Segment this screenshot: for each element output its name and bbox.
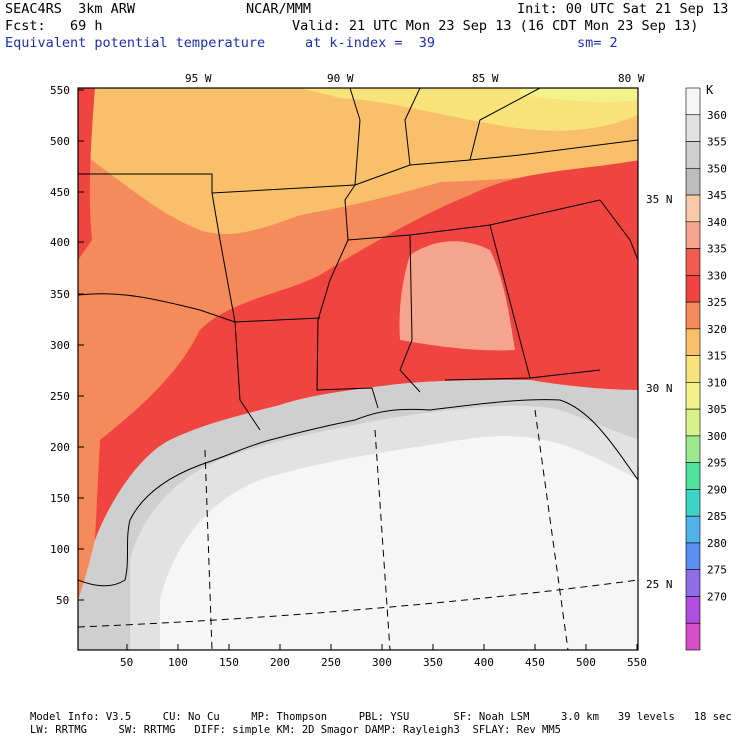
colorbar-label: 345	[707, 189, 727, 202]
smoothing-label: sm= 2	[577, 35, 618, 51]
model-info-line1: Model Info: V3.5 CU: No Cu MP: Thompson …	[30, 711, 732, 723]
colorbar-label: 355	[707, 136, 727, 149]
colorbar-swatch	[685, 462, 701, 490]
colorbar-swatch	[685, 515, 701, 544]
colorbar-label: 280	[707, 537, 727, 550]
colorbar-swatch	[685, 141, 701, 169]
y-tick-label: 300	[50, 339, 70, 352]
colorbar-swatch	[685, 596, 701, 624]
colorbar-swatch	[685, 542, 701, 571]
colorbar-label: 270	[707, 590, 727, 603]
colorbar: 360 355 350 345 340 335 330 325 320 315 310 305 300 2…	[685, 87, 727, 651]
y-tick-label: 400	[50, 236, 70, 249]
colorbar-swatch	[685, 408, 701, 437]
colorbar-unit: K	[706, 83, 714, 97]
colorbar-swatch	[685, 248, 701, 276]
colorbar-swatch	[685, 355, 701, 383]
colorbar-label: 360	[707, 109, 727, 122]
colorbar-swatch	[685, 435, 701, 463]
x-tick-label: 200	[270, 656, 290, 669]
model-info-line2: LW: RRTMG SW: RRTMG DIFF: simple KM: 2D …	[30, 724, 562, 736]
lon-label: 90 W	[327, 72, 354, 85]
colorbar-label: 335	[707, 243, 727, 256]
colorbar-label: 285	[707, 510, 727, 523]
colorbar-label: 300	[707, 430, 727, 443]
theta-e-field	[78, 88, 638, 650]
colorbar-label: 340	[707, 216, 727, 229]
colorbar-label: 350	[707, 162, 727, 175]
colorbar-label: 315	[707, 350, 727, 363]
x-tick-label: 100	[168, 656, 188, 669]
y-tick-label: 350	[50, 288, 70, 301]
axis-ticks	[78, 89, 638, 650]
level-label: at k-index = 39	[305, 35, 436, 51]
x-tick-label: 350	[423, 656, 443, 669]
colorbar-swatch	[685, 194, 701, 223]
colorbar-swatch	[685, 328, 701, 356]
init-label: Init: 00 UTC Sat 21 Sep 13	[517, 1, 729, 17]
x-tick-label: 250	[321, 656, 341, 669]
lon-label: 85 W	[472, 72, 499, 85]
y-tick-label: 450	[50, 186, 70, 199]
lat-label: 30 N	[646, 382, 673, 395]
forecast-hour: Fcst: 69 h	[5, 18, 103, 34]
colorbar-swatch	[685, 167, 701, 196]
x-tick-label: 300	[372, 656, 392, 669]
valid-time: Valid: 21 UTC Mon 23 Sep 13 (16 CDT Mon …	[292, 18, 699, 34]
lat-label: 35 N	[646, 193, 673, 206]
colorbar-swatch	[685, 622, 701, 651]
y-tick-label: 200	[50, 441, 70, 454]
colorbar-label: 320	[707, 323, 727, 336]
colorbar-swatch	[685, 489, 701, 517]
model-label: SEAC4RS 3km ARW	[5, 1, 136, 17]
map-frame	[77, 87, 639, 651]
lon-label: 80 W	[618, 72, 645, 85]
x-tick-label: 500	[576, 656, 596, 669]
colorbar-label: 295	[707, 457, 727, 470]
lon-label: 95 W	[185, 72, 212, 85]
colorbar-label: 310	[707, 376, 727, 389]
field-name: Equivalent potential temperature	[5, 35, 266, 51]
y-tick-label: 550	[50, 84, 70, 97]
x-tick-label: 150	[219, 656, 239, 669]
y-tick-label: 500	[50, 135, 70, 148]
colorbar-swatch	[685, 87, 701, 116]
x-tick-label: 50	[120, 656, 134, 669]
x-tick-label: 550	[627, 656, 647, 669]
x-tick-label: 450	[525, 656, 545, 669]
x-tick-label: 400	[474, 656, 494, 669]
colorbar-swatch	[685, 114, 701, 142]
colorbar-swatch	[685, 382, 701, 410]
org-label: NCAR/MMM	[246, 1, 312, 17]
colorbar-label: 325	[707, 296, 727, 309]
colorbar-swatch	[685, 301, 701, 330]
y-tick-label: 150	[50, 492, 70, 505]
y-tick-label: 50	[56, 594, 70, 607]
y-tick-label: 100	[50, 543, 70, 556]
colorbar-swatch	[685, 221, 701, 249]
colorbar-swatch	[685, 569, 701, 597]
colorbar-label: 275	[707, 564, 727, 577]
lat-label: 25 N	[646, 578, 673, 591]
colorbar-swatch	[685, 275, 701, 303]
y-tick-label: 250	[50, 390, 70, 403]
colorbar-label: 305	[707, 403, 727, 416]
colorbar-label: 290	[707, 483, 727, 496]
colorbar-label: 330	[707, 269, 727, 282]
